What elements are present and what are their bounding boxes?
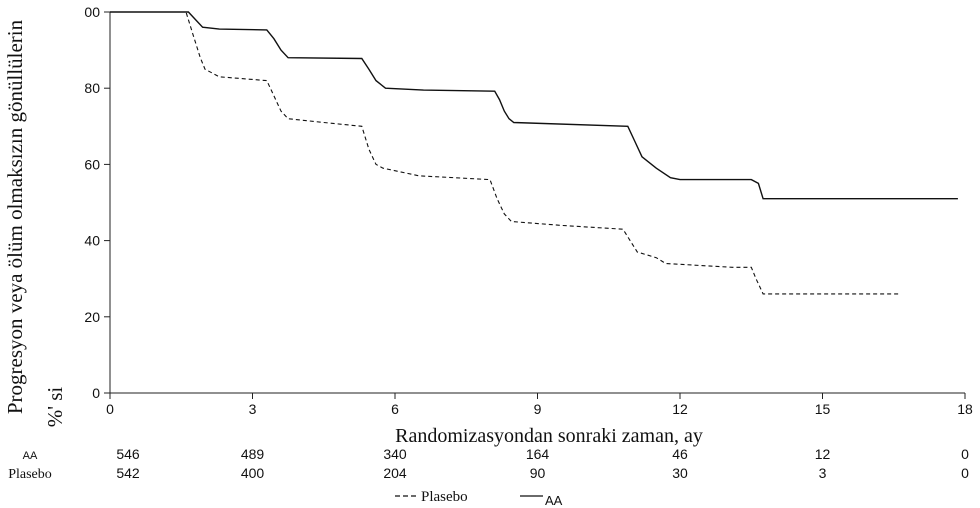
at-risk-value: 546 <box>116 446 140 462</box>
at-risk-row-label: Plasebo <box>8 467 52 482</box>
at-risk-row-label: AA <box>23 450 38 462</box>
at-risk-value: 0 <box>961 465 969 481</box>
at-risk-value: 542 <box>116 465 140 481</box>
x-tick-label: 6 <box>391 401 399 417</box>
at-risk-value: 12 <box>815 446 831 462</box>
x-tick-label: 12 <box>672 401 688 417</box>
legend: Plasebo AA <box>395 489 563 508</box>
y-axis-label-line1: Progresyon veya ölüm olmaksızın gönüllül… <box>3 19 27 414</box>
at-risk-value: 204 <box>383 465 407 481</box>
at-risk-value: 164 <box>526 446 550 462</box>
at-risk-value: 90 <box>530 465 546 481</box>
x-tick-label: 18 <box>957 401 973 417</box>
at-risk-value: 30 <box>672 465 688 481</box>
x-tick-label: 3 <box>249 401 257 417</box>
x-tick-label: 15 <box>815 401 831 417</box>
y-tick-label: 00 <box>84 4 100 20</box>
y-axis-label-line2: %' si <box>43 387 67 428</box>
at-risk-value: 46 <box>672 446 688 462</box>
at-risk-value: 3 <box>819 465 827 481</box>
at-risk-value: 400 <box>241 465 265 481</box>
x-axis-label: Randomizasyondan sonraki zaman, ay <box>395 425 703 447</box>
y-tick-label: 80 <box>84 80 100 96</box>
legend-label-plasebo: Plasebo <box>421 489 468 505</box>
series-line-plasebo <box>110 11 899 295</box>
plot-frame <box>109 12 965 394</box>
at-risk-value: 489 <box>241 446 265 462</box>
series-line-aa <box>110 11 958 200</box>
at-risk-value: 340 <box>383 446 407 462</box>
y-tick-label: 40 <box>84 233 100 249</box>
x-tick-label: 0 <box>106 401 114 417</box>
y-tick-label: 20 <box>84 309 100 325</box>
x-axis: 0 3 6 9 12 15 18 <box>106 393 973 417</box>
y-axis: 0 20 40 60 80 00 <box>84 4 110 401</box>
legend-label-aa: AA <box>545 493 563 508</box>
x-tick-label: 9 <box>534 401 542 417</box>
series-layer <box>110 11 958 295</box>
y-tick-label: 60 <box>84 156 100 172</box>
at-risk-value: 0 <box>961 446 969 462</box>
y-tick-label: 0 <box>92 385 100 401</box>
